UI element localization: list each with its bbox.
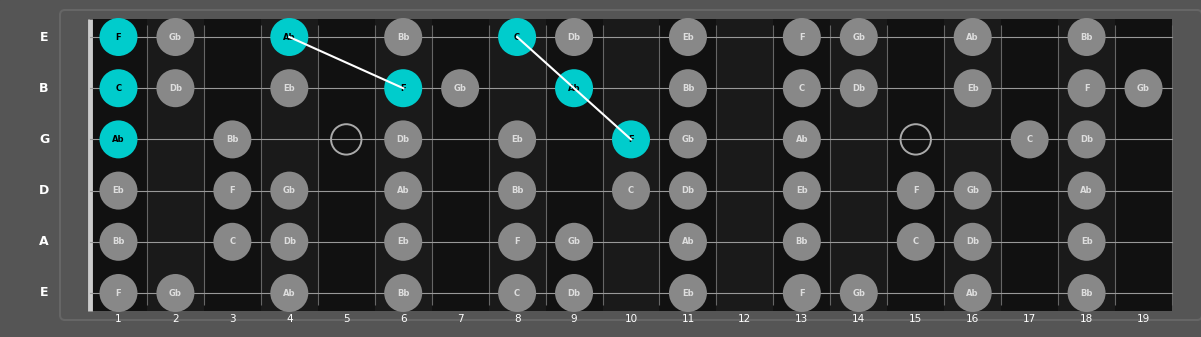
Text: E: E [40,31,48,43]
Text: Db: Db [169,84,181,93]
Circle shape [156,18,195,56]
Circle shape [1068,18,1106,56]
Circle shape [669,274,707,312]
Text: C: C [913,237,919,246]
Bar [603,19,659,311]
Circle shape [100,274,137,312]
Bar [944,19,1002,311]
Text: F: F [400,84,406,93]
Text: F: F [799,288,805,298]
Bar [261,19,318,311]
Circle shape [384,172,423,210]
Text: 13: 13 [795,314,808,324]
Text: Ab: Ab [398,186,410,195]
Text: 12: 12 [739,314,752,324]
Circle shape [384,223,423,261]
Circle shape [954,274,992,312]
Bar [1002,19,1058,311]
Text: Eb: Eb [113,186,124,195]
Text: G: G [38,133,49,146]
Circle shape [783,18,820,56]
Text: B: B [40,82,49,95]
Text: C: C [514,288,520,298]
Text: Bb: Bb [1081,288,1093,298]
Circle shape [384,120,423,158]
Text: Bb: Bb [510,186,524,195]
Circle shape [270,223,309,261]
Text: Ab: Ab [682,237,694,246]
Circle shape [839,69,878,107]
Text: F: F [799,32,805,41]
Text: C: C [799,84,805,93]
Text: F: F [514,237,520,246]
Circle shape [669,69,707,107]
Text: 8: 8 [514,314,520,324]
Circle shape [100,69,137,107]
Text: E: E [40,286,48,300]
Circle shape [954,69,992,107]
Circle shape [613,120,650,158]
Text: 7: 7 [456,314,464,324]
Circle shape [384,274,423,312]
Text: 11: 11 [681,314,694,324]
Circle shape [839,274,878,312]
Bar [318,19,375,311]
Text: Ab: Ab [1081,186,1093,195]
Text: Db: Db [1080,135,1093,144]
Circle shape [783,69,820,107]
Circle shape [100,223,137,261]
Circle shape [1010,120,1048,158]
Text: D: D [38,184,49,197]
Circle shape [783,172,820,210]
Bar [204,19,261,311]
Circle shape [384,18,423,56]
Text: 19: 19 [1137,314,1151,324]
Text: Gb: Gb [967,186,979,195]
Text: Ab: Ab [112,135,125,144]
Bar [773,19,830,311]
Text: Gb: Gb [681,135,694,144]
Circle shape [783,274,820,312]
Text: F: F [913,186,919,195]
Text: 18: 18 [1080,314,1093,324]
Text: Gb: Gb [1137,84,1151,93]
Circle shape [1068,172,1106,210]
Circle shape [555,18,593,56]
Bar [375,19,431,311]
Bar [1058,19,1115,311]
Text: C: C [628,186,634,195]
Text: Eb: Eb [967,84,979,93]
Text: Gb: Gb [169,288,181,298]
Text: Db: Db [568,32,580,41]
Text: Eb: Eb [283,84,295,93]
Text: Eb: Eb [682,32,694,41]
Text: Ab: Ab [795,135,808,144]
Circle shape [270,69,309,107]
Circle shape [384,69,423,107]
Text: Bb: Bb [795,237,808,246]
Circle shape [783,223,820,261]
Text: C: C [1027,135,1033,144]
Text: 16: 16 [966,314,979,324]
Text: F: F [1083,84,1089,93]
Circle shape [1068,223,1106,261]
Text: Db: Db [681,186,694,195]
Circle shape [1068,69,1106,107]
Text: Gb: Gb [568,237,580,246]
Circle shape [100,18,137,56]
Bar [659,19,717,311]
Text: Gb: Gb [853,288,865,298]
Text: Gb: Gb [283,186,295,195]
Text: C: C [514,32,520,41]
Text: Bb: Bb [398,32,410,41]
Text: 4: 4 [286,314,293,324]
Bar [431,19,489,311]
Bar [489,19,545,311]
Text: Bb: Bb [226,135,239,144]
Circle shape [839,18,878,56]
Circle shape [156,274,195,312]
Circle shape [555,69,593,107]
Text: Ab: Ab [967,32,979,41]
Circle shape [498,18,536,56]
